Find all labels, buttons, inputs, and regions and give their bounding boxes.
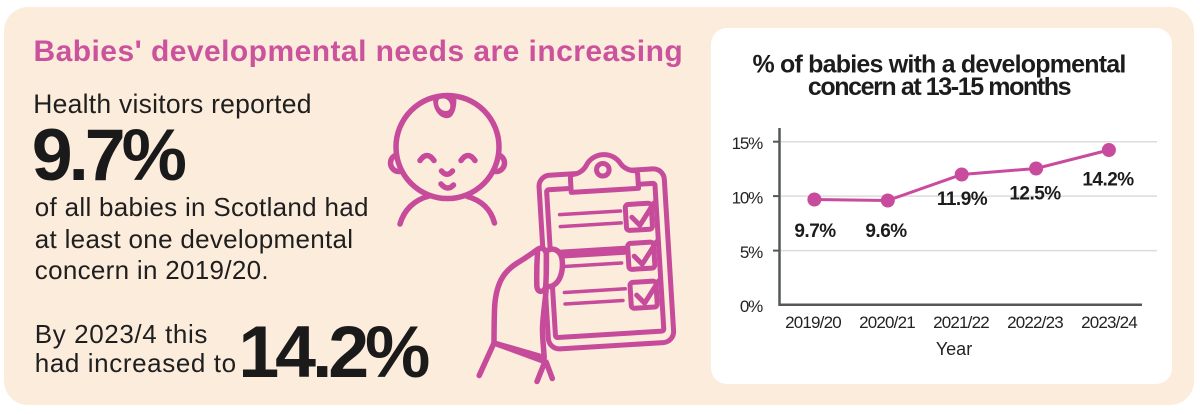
svg-text:2019/20: 2019/20 [785,313,841,332]
svg-text:14.2%: 14.2% [1082,170,1134,191]
svg-text:2022/23: 2022/23 [1007,313,1063,332]
svg-text:0%: 0% [740,297,763,316]
svg-text:concern at 13-15 months: concern at 13-15 months [808,73,1071,101]
svg-text:2021/22: 2021/22 [933,313,989,332]
svg-text:5%: 5% [740,243,763,262]
svg-text:10%: 10% [732,188,764,207]
svg-text:9.6%: 9.6% [865,221,907,242]
svg-text:Year: Year [936,339,972,359]
svg-text:2020/21: 2020/21 [859,313,915,332]
svg-text:15%: 15% [732,134,764,153]
svg-text:9.7%: 9.7% [794,221,836,242]
svg-text:% of babies with a development: % of babies with a developmental [752,51,1125,79]
svg-text:2023/24: 2023/24 [1081,313,1137,332]
svg-text:12.5%: 12.5% [1009,184,1061,205]
svg-text:11.9%: 11.9% [937,189,988,210]
